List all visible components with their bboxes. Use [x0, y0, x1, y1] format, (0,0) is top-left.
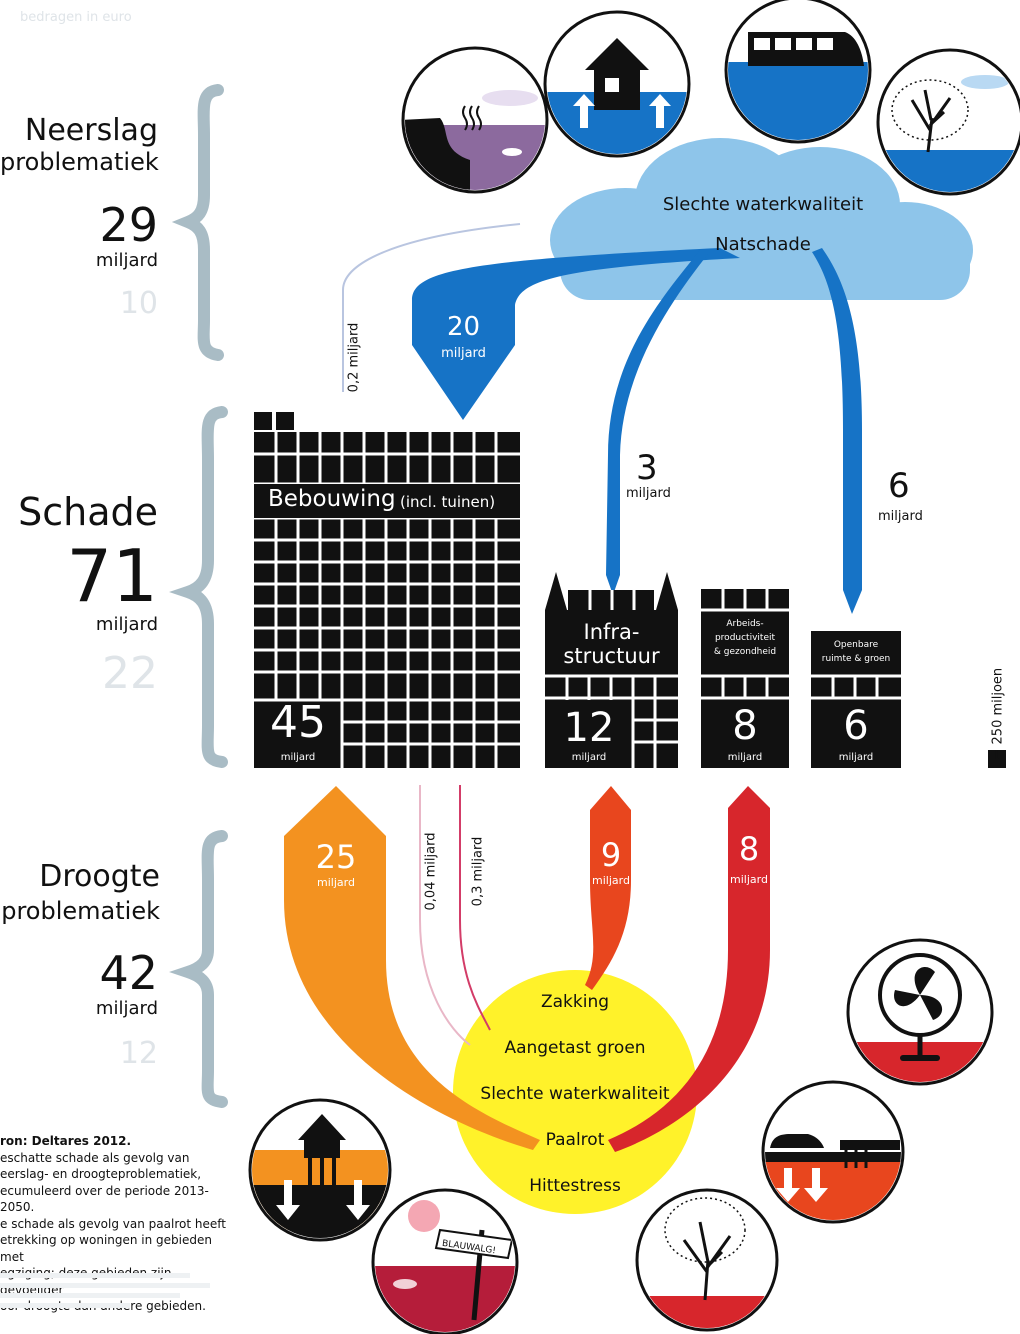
flooded-house-icon	[543, 10, 691, 158]
source-line: e schade als gevolg van paalrot heeft	[0, 1216, 226, 1231]
infrastructuur-unit: miljard	[571, 752, 607, 763]
droogte-brace	[169, 830, 228, 1108]
flow-redorange-9-value: 9	[600, 836, 622, 874]
schade-total-unit: miljard	[95, 614, 158, 635]
flooded-bus-icon	[724, 0, 872, 144]
flow-blue-6	[812, 248, 862, 614]
openbare-unit: miljard	[838, 752, 874, 763]
arbeid-unit: miljard	[727, 752, 763, 763]
droogte-title-line2: problematiek	[1, 897, 160, 925]
arbeid-grid	[701, 589, 789, 700]
flow-blue-6-value: 6	[888, 466, 910, 506]
bebouwing-value: 45	[270, 697, 326, 748]
arbeid-label-line1: Arbeids-	[726, 619, 764, 629]
flow-thin-neerslag-label: 0,2 miljard	[346, 322, 362, 393]
flow-orange-25-value: 25	[315, 838, 357, 876]
sun-item-paalrot: Paalrot	[545, 1130, 605, 1150]
source-note: ron: Deltares 2012. eschatte schade als …	[0, 1133, 230, 1315]
flow-blue-20	[412, 248, 740, 420]
arbeid-value: 8	[732, 703, 758, 749]
flow-thin-004	[419, 785, 471, 1046]
openbare-label-line2: ruimte & groen	[821, 654, 891, 664]
fan-icon	[846, 938, 994, 1086]
cloud-line2: Natschade	[715, 234, 811, 255]
flow-orange-25	[284, 786, 540, 1150]
legend-square	[988, 750, 1006, 768]
arbeid-label: Arbeids- productiviteit & gezondheid	[701, 617, 789, 659]
infrastructuur-label-line2: structuur	[563, 644, 660, 668]
cloud-line1: Slechte waterkwaliteit	[662, 194, 864, 215]
arbeid-label-line2: productiviteit	[714, 633, 776, 643]
infrastructuur-value: 12	[563, 705, 615, 751]
bebouwing-sublabel: (incl. tuinen)	[400, 493, 496, 511]
flow-blue-20-unit: miljard	[441, 346, 486, 361]
source-line: eschatte schade als gevolg van	[0, 1150, 190, 1165]
neerslag-total-unit: miljard	[95, 250, 158, 271]
sun-item-hittestress: Hittestress	[529, 1176, 621, 1196]
neerslag-title-line1: Neerslag	[24, 113, 158, 148]
schade-title: Schade	[18, 490, 158, 534]
flow-thin-neerslag	[342, 223, 521, 392]
source-line: eerslag- en droogteproblematiek,	[0, 1167, 202, 1181]
flow-redorange-9	[585, 786, 631, 990]
droogte-total-unit: miljard	[95, 998, 158, 1019]
schade-faint-number: 22	[102, 648, 158, 699]
neerslag-brace	[171, 84, 224, 361]
flow-blue-3-unit: miljard	[626, 486, 671, 501]
flow-red-8-value: 8	[738, 830, 760, 868]
arbeid-label-line3: & gezondheid	[713, 647, 777, 657]
flow-redorange-9-unit: miljard	[592, 874, 630, 887]
cloud	[550, 138, 973, 300]
openbare-value: 6	[843, 703, 869, 749]
bebouwing-unit: miljard	[280, 752, 316, 763]
flow-blue-3-value: 3	[636, 448, 658, 488]
bebouwing-label: Bebouwing	[268, 486, 396, 512]
openbare-label-line1: Openbare	[833, 640, 879, 650]
source-line: etrekking op woningen in gebieden met	[0, 1233, 212, 1264]
droogte-faint-number: 12	[119, 1036, 158, 1071]
flow-orange-25-unit: miljard	[317, 876, 355, 889]
flow-red-8	[608, 786, 770, 1152]
legend-text: = 250 miljoen	[990, 667, 1006, 760]
openbare-label: Openbare ruimte & groen	[811, 638, 901, 666]
bebouwing-label-bar: Bebouwing (incl. tuinen)	[254, 484, 520, 518]
infrastructuur-grid	[545, 590, 678, 768]
flow-blue-3	[606, 250, 708, 595]
neerslag-faint-number: 10	[119, 286, 158, 321]
sun	[453, 970, 697, 1214]
faint-footnote	[0, 1268, 220, 1328]
sun-item-aangetast-groen: Aangetast groen	[504, 1038, 646, 1058]
sinking-house-icon	[248, 1098, 392, 1242]
dying-tree-icon	[876, 48, 1020, 196]
neerslag-title-line2: problematiek	[0, 148, 159, 176]
schade-brace	[169, 406, 228, 768]
sun-item-zakking: Zakking	[540, 992, 610, 1012]
source-line: ecumuleerd over de periode 2013-2050.	[0, 1183, 209, 1215]
droogte-total: 42	[99, 946, 158, 1000]
sun-item-waterkwaliteit: Slechte waterkwaliteit	[480, 1084, 670, 1104]
openbare-grid	[811, 674, 901, 700]
flow-thin-03-label: 0,3 miljard	[470, 836, 486, 907]
source-line: ron: Deltares 2012.	[0, 1134, 132, 1148]
droogte-title-line1: Droogte	[39, 859, 160, 894]
flow-red-8-unit: miljard	[730, 873, 768, 886]
schade-total: 71	[66, 534, 158, 618]
algae-sign-icon: BLAUWALG!	[371, 1188, 519, 1334]
flow-thin-004-label: 0,04 miljard	[423, 832, 439, 911]
flow-blue-20-value: 20	[446, 312, 481, 342]
pollution-icon	[401, 46, 549, 194]
dry-tree-icon	[635, 1188, 779, 1332]
flow-blue-6-unit: miljard	[878, 509, 923, 524]
infrastructuur-label: Infra- structuur	[545, 620, 678, 668]
unit-note: bedragen in euro	[20, 10, 132, 25]
flow-thin-03	[459, 785, 491, 1031]
infrastructuur-label-line1: Infra-	[583, 620, 640, 644]
neerslag-total: 29	[99, 198, 158, 252]
sinking-road-icon	[761, 1080, 905, 1224]
